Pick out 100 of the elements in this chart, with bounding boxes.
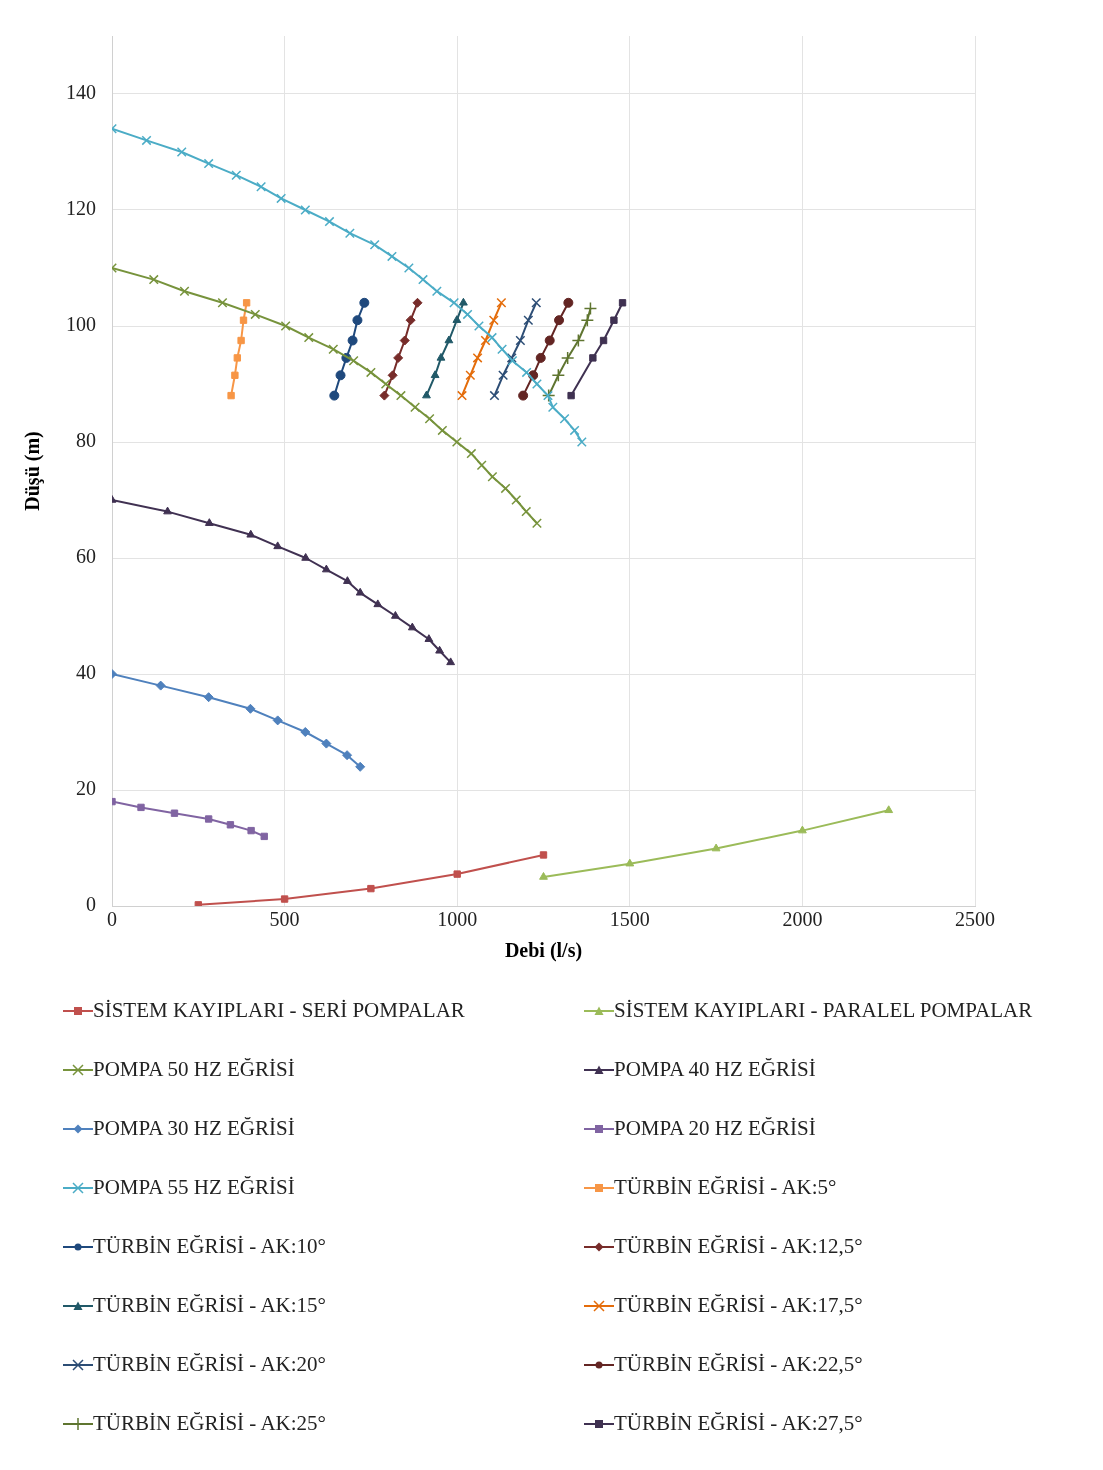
- point: [391, 611, 400, 619]
- point: [247, 826, 255, 835]
- point: [496, 297, 507, 308]
- point: [487, 332, 498, 343]
- point: [453, 870, 461, 878]
- point: [531, 518, 542, 529]
- point: [449, 297, 460, 308]
- point: [559, 413, 570, 424]
- point: [204, 815, 213, 823]
- point: [418, 274, 429, 285]
- legend-label: TÜRBİN EĞRİSİ - AK:15°: [93, 1293, 326, 1318]
- point: [227, 391, 235, 400]
- point: [301, 553, 311, 561]
- point: [328, 344, 339, 355]
- point: [410, 402, 421, 413]
- point: [163, 506, 172, 515]
- y-tick-label: 120: [66, 197, 96, 220]
- point: [369, 239, 380, 250]
- point: [179, 286, 190, 297]
- point: [386, 251, 397, 262]
- point: [498, 370, 509, 381]
- point: [547, 402, 558, 413]
- point: [625, 858, 635, 867]
- point: [405, 315, 416, 326]
- point: [424, 413, 435, 424]
- x-tick-label: 0: [107, 908, 117, 931]
- point: [273, 541, 283, 550]
- point: [711, 843, 721, 852]
- point: [462, 309, 473, 320]
- y-tick-label: 0: [86, 893, 96, 916]
- point: [367, 884, 375, 893]
- point: [379, 390, 390, 401]
- point: [488, 315, 499, 326]
- point: [457, 390, 468, 401]
- point: [359, 297, 370, 308]
- x-tick-label: 2000: [782, 908, 823, 931]
- point: [233, 354, 241, 362]
- legend-label: TÜRBİN EĞRİSİ - AK:22,5°: [614, 1352, 863, 1377]
- point: [217, 297, 228, 308]
- point: [407, 622, 417, 631]
- x-tick-label: 1000: [437, 908, 478, 931]
- point: [246, 529, 256, 538]
- point: [580, 313, 595, 327]
- x-tick-label: 2500: [955, 908, 995, 931]
- y-tick-label: 40: [76, 661, 96, 684]
- point: [300, 205, 311, 215]
- point: [523, 315, 534, 326]
- point: [430, 370, 440, 379]
- y-tick-label: 60: [76, 545, 96, 568]
- point: [170, 809, 179, 817]
- point: [554, 315, 565, 326]
- point: [531, 379, 542, 389]
- point: [576, 437, 587, 447]
- point: [344, 228, 355, 239]
- point: [399, 335, 410, 346]
- point: [155, 680, 166, 691]
- y-tick-label: 20: [76, 777, 96, 800]
- point: [395, 390, 406, 401]
- legend-label: TÜRBİN EĞRİSİ - AK:17,5°: [614, 1293, 863, 1318]
- legend-label: POMPA 50 HZ EĞRİSİ: [93, 1057, 295, 1082]
- legend-label: TÜRBİN EĞRİSİ - AK:25°: [93, 1411, 326, 1436]
- x-axis-title: Debi (l/s): [504, 939, 583, 963]
- point: [571, 333, 586, 348]
- x-tick-label: 1500: [609, 908, 650, 931]
- legend-label: SİSTEM KAYIPLARI - PARALEL POMPALAR: [614, 998, 1033, 1023]
- point: [518, 390, 529, 401]
- point: [148, 274, 159, 285]
- point: [560, 351, 575, 365]
- point: [355, 761, 366, 772]
- point: [459, 297, 468, 306]
- point: [424, 634, 434, 642]
- point: [489, 390, 500, 401]
- point: [352, 315, 363, 326]
- point: [242, 299, 251, 307]
- point: [373, 599, 383, 608]
- point: [452, 315, 462, 323]
- point: [303, 332, 314, 343]
- point: [237, 336, 245, 345]
- point: [515, 335, 526, 346]
- legend-label: POMPA 55 HZ EĞRİSİ: [93, 1175, 295, 1200]
- point: [412, 297, 423, 308]
- point: [599, 336, 608, 345]
- point: [347, 335, 358, 346]
- point: [203, 158, 214, 169]
- point: [563, 297, 574, 308]
- point: [480, 335, 491, 346]
- y-tick-label: 80: [76, 429, 96, 452]
- point: [798, 825, 807, 834]
- point: [422, 390, 431, 399]
- point: [176, 147, 187, 157]
- point: [250, 309, 261, 320]
- point: [472, 352, 483, 363]
- point: [444, 335, 454, 344]
- point: [539, 872, 548, 880]
- point: [487, 471, 498, 482]
- point: [446, 657, 456, 666]
- point: [521, 367, 532, 378]
- point: [276, 193, 287, 204]
- point: [324, 216, 335, 227]
- point: [435, 645, 444, 654]
